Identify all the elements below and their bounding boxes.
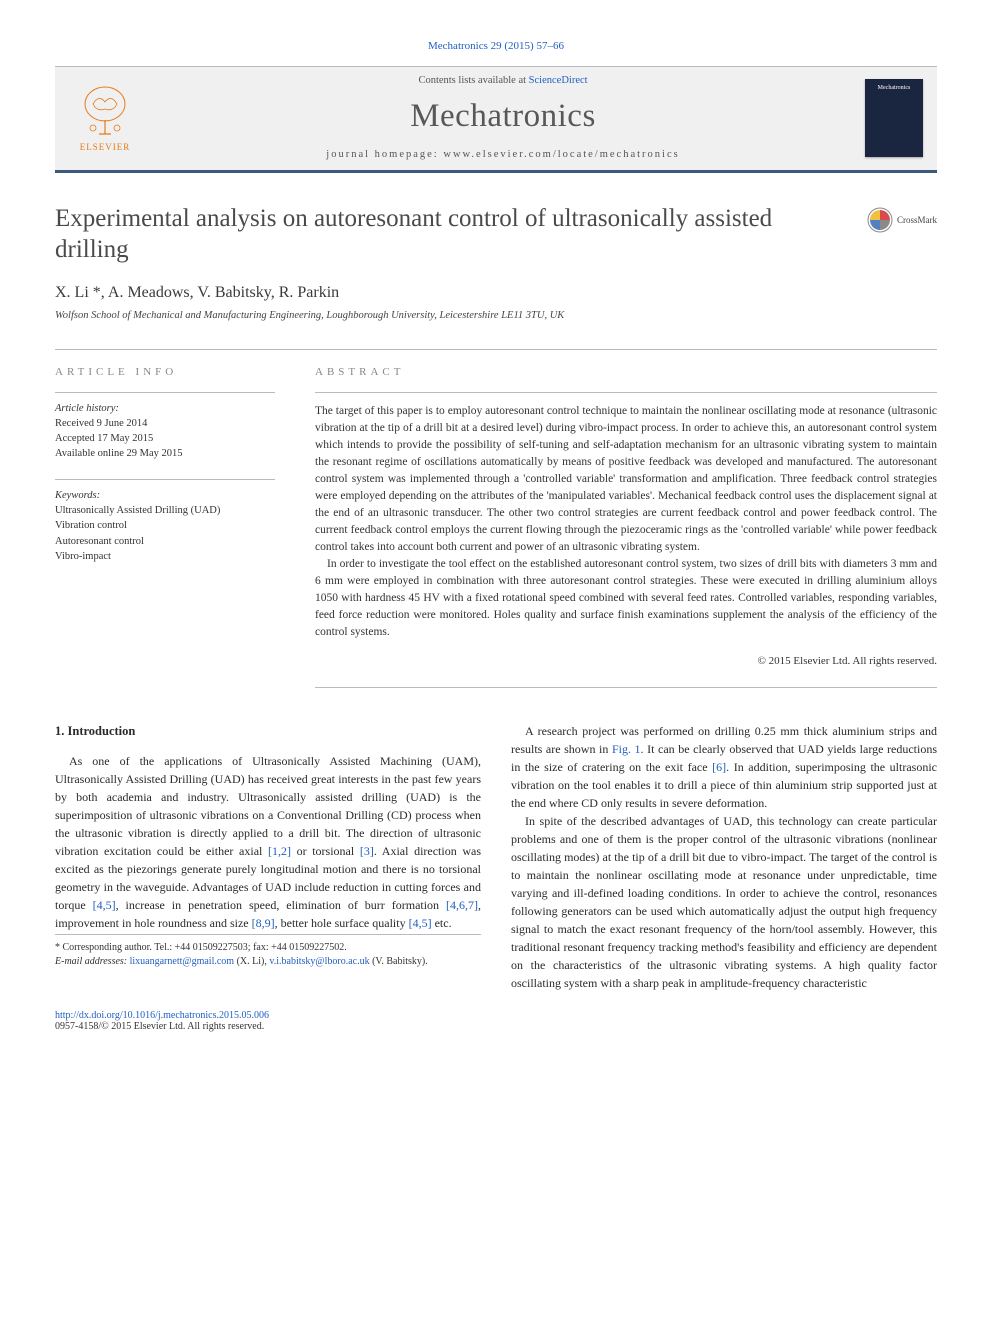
- article-history-block: Article history: Received 9 June 2014 Ac…: [55, 392, 275, 462]
- elsevier-logo: ELSEVIER: [69, 78, 141, 158]
- homepage-url[interactable]: www.elsevier.com/locate/mechatronics: [443, 149, 679, 160]
- ref-link[interactable]: [1,2]: [268, 844, 291, 858]
- crossmark-badge[interactable]: CrossMark: [867, 207, 937, 233]
- article-info-label: ARTICLE INFO: [55, 366, 275, 378]
- keyword: Autoresonant control: [55, 534, 275, 549]
- keywords-label: Keywords:: [55, 490, 275, 501]
- email-link[interactable]: lixuangarnett@gmail.com: [130, 956, 234, 967]
- keyword: Vibro-impact: [55, 549, 275, 564]
- crossmark-label: CrossMark: [897, 215, 937, 225]
- authors-text: X. Li *, A. Meadows, V. Babitsky, R. Par…: [55, 284, 339, 301]
- corresponding-author: * Corresponding author. Tel.: +44 015092…: [55, 941, 481, 955]
- homepage-prefix: journal homepage:: [326, 149, 443, 160]
- abstract-text: The target of this paper is to employ au…: [315, 392, 937, 641]
- body-text: etc.: [432, 916, 452, 930]
- journal-cover-thumb: Mechatronics: [865, 79, 923, 157]
- article-title: Experimental analysis on autoresonant co…: [55, 203, 849, 266]
- history-label: Article history:: [55, 403, 275, 414]
- intro-heading: 1. Introduction: [55, 722, 481, 741]
- contents-lists-line: Contents lists available at ScienceDirec…: [141, 75, 865, 86]
- body-text: , better hole surface quality: [275, 916, 409, 930]
- body-text: or torsional: [291, 844, 360, 858]
- abstract-column: ABSTRACT The target of this paper is to …: [315, 366, 937, 688]
- intro-p2: A research project was performed on dril…: [511, 722, 937, 812]
- affiliation: Wolfson School of Mechanical and Manufac…: [55, 310, 937, 321]
- keyword: Vibration control: [55, 518, 275, 533]
- keyword: Ultrasonically Assisted Drilling (UAD): [55, 503, 275, 518]
- contents-prefix: Contents lists available at: [418, 75, 528, 86]
- body-columns: 1. Introduction As one of the applicatio…: [55, 722, 937, 992]
- elsevier-name: ELSEVIER: [80, 142, 131, 152]
- ref-link[interactable]: [4,5]: [93, 898, 116, 912]
- intro-p3: In spite of the described advantages of …: [511, 812, 937, 992]
- body-text: , increase in penetration speed, elimina…: [116, 898, 446, 912]
- bottom-doi-block: http://dx.doi.org/10.1016/j.mechatronics…: [55, 1010, 937, 1032]
- body-text: As one of the applications of Ultrasonic…: [55, 754, 481, 858]
- abstract-p1: The target of this paper is to employ au…: [315, 403, 937, 556]
- abstract-label: ABSTRACT: [315, 366, 937, 378]
- journal-name: Mechatronics: [141, 98, 865, 135]
- email-label: E-mail addresses:: [55, 956, 127, 967]
- ref-link[interactable]: [6]: [712, 760, 726, 774]
- footnotes-block: * Corresponding author. Tel.: +44 015092…: [55, 934, 481, 969]
- ref-link[interactable]: [8,9]: [252, 916, 275, 930]
- sciencedirect-link[interactable]: ScienceDirect: [529, 75, 588, 86]
- journal-homepage-line: journal homepage: www.elsevier.com/locat…: [141, 149, 865, 160]
- crossmark-icon: [867, 207, 893, 233]
- email-link[interactable]: v.i.babitsky@lboro.ac.uk: [269, 956, 369, 967]
- keywords-block: Keywords: Ultrasonically Assisted Drilli…: [55, 479, 275, 564]
- ref-link[interactable]: [4,6,7]: [446, 898, 478, 912]
- accepted-date: Accepted 17 May 2015: [55, 431, 275, 446]
- fig-link[interactable]: Fig. 1: [612, 742, 641, 756]
- ref-link[interactable]: [4,5]: [409, 916, 432, 930]
- abstract-copyright: © 2015 Elsevier Ltd. All rights reserved…: [315, 655, 937, 688]
- elsevier-tree-icon: [75, 84, 135, 140]
- journal-header-bar: ELSEVIER Contents lists available at Sci…: [55, 66, 937, 173]
- article-info-column: ARTICLE INFO Article history: Received 9…: [55, 366, 275, 688]
- email-line: E-mail addresses: lixuangarnett@gmail.co…: [55, 955, 481, 969]
- received-date: Received 9 June 2014: [55, 416, 275, 431]
- citation-line: Mechatronics 29 (2015) 57–66: [55, 40, 937, 52]
- abstract-p2: In order to investigate the tool effect …: [315, 556, 937, 641]
- authors-line: X. Li *, A. Meadows, V. Babitsky, R. Par…: [55, 284, 937, 302]
- intro-p1: As one of the applications of Ultrasonic…: [55, 752, 481, 932]
- doi-link[interactable]: http://dx.doi.org/10.1016/j.mechatronics…: [55, 1010, 269, 1021]
- issn-copyright: 0957-4158/© 2015 Elsevier Ltd. All right…: [55, 1021, 264, 1032]
- online-date: Available online 29 May 2015: [55, 446, 275, 461]
- email-who: (V. Babitsky).: [372, 956, 428, 967]
- journal-title-block: Contents lists available at ScienceDirec…: [141, 75, 865, 160]
- email-who: (X. Li),: [234, 956, 269, 967]
- ref-link[interactable]: [3]: [360, 844, 374, 858]
